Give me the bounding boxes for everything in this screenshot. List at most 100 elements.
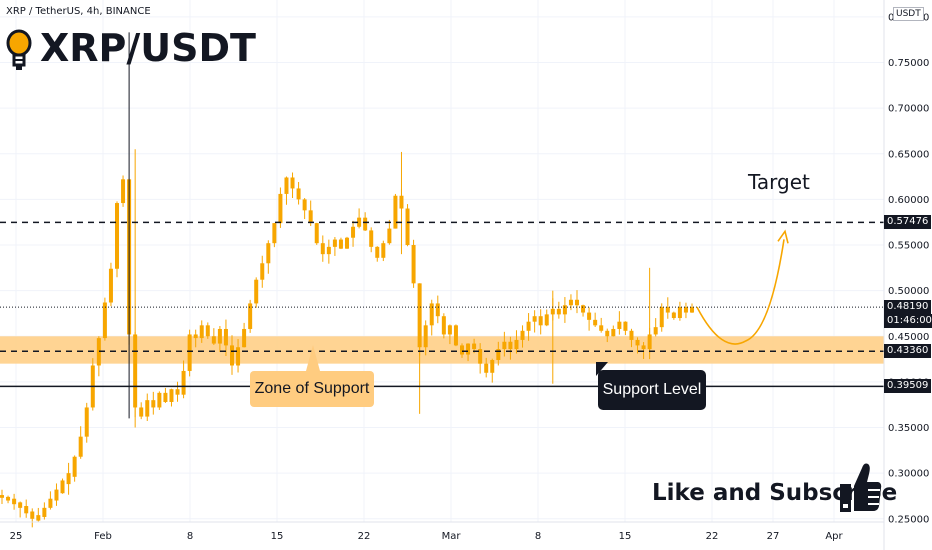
candle (254, 277, 259, 308)
candle (187, 329, 192, 377)
candle (375, 246, 380, 262)
candle (163, 387, 168, 403)
candle-body (351, 226, 356, 238)
candle-body (635, 339, 640, 346)
candle-body (193, 334, 198, 339)
candle (671, 311, 676, 320)
candle (423, 320, 428, 356)
candle-body (526, 321, 531, 331)
candle (593, 312, 598, 328)
candle (326, 239, 331, 264)
candle (611, 325, 616, 337)
candle-body (683, 307, 688, 313)
candle (42, 502, 47, 520)
candle-body (514, 339, 519, 350)
candle-body (211, 336, 216, 344)
candle-body (96, 338, 101, 366)
candle (102, 297, 107, 341)
candle (345, 236, 349, 249)
instrument-header: XRP / TetherUS, 4h, BINANCE (6, 6, 151, 17)
candle-body (338, 239, 343, 249)
price-tag: 0.57476 (884, 215, 932, 230)
candle-body (0, 495, 4, 498)
candle-body (36, 515, 41, 521)
candle (302, 198, 307, 220)
candle (575, 290, 579, 314)
y-tick-label: 0.55000 (888, 241, 929, 252)
candle-body (466, 343, 471, 355)
candle (24, 499, 29, 518)
candle-body (175, 389, 180, 395)
candle (284, 176, 289, 205)
price-tag: 0.39509 (884, 379, 932, 394)
candle (60, 478, 65, 494)
candle-body (690, 307, 694, 313)
candle-body (393, 195, 398, 229)
candle (502, 331, 507, 357)
candle (199, 320, 204, 343)
candle-body (532, 316, 537, 322)
candle-body (435, 303, 440, 317)
candle-body (54, 489, 59, 501)
candle-body (587, 312, 592, 320)
candle-body (320, 243, 325, 255)
candle (484, 357, 489, 378)
x-tick-label: 25 (10, 531, 23, 542)
price-tag: 0.43360 (884, 344, 932, 359)
candle-body (677, 307, 682, 319)
candle (617, 311, 622, 335)
y-tick-label: 0.65000 (888, 149, 929, 160)
candle (496, 341, 501, 366)
price-tag: 0.48190 (884, 300, 932, 315)
candle-body (641, 345, 646, 350)
candle-body (278, 193, 283, 224)
candle (217, 326, 222, 352)
candle-body (48, 498, 53, 508)
candle-body (272, 223, 277, 244)
support-zone-band (0, 336, 884, 364)
candle-body (496, 349, 501, 361)
candle (54, 483, 59, 506)
candle (278, 187, 283, 228)
candle-body (357, 217, 362, 227)
candle (581, 304, 586, 317)
candle-body (217, 328, 222, 344)
candle-body (629, 330, 634, 340)
candle (538, 309, 543, 335)
candle (108, 262, 113, 307)
candle (18, 501, 23, 518)
candle (387, 219, 392, 245)
candle-body (381, 243, 386, 258)
candle (296, 182, 301, 205)
candle (6, 495, 11, 504)
candle (363, 212, 368, 231)
candle (623, 321, 628, 336)
y-tick-label: 0.25000 (888, 514, 929, 525)
candle (435, 295, 440, 324)
candle (665, 297, 670, 319)
candle-body (163, 392, 168, 402)
candle (587, 307, 592, 331)
x-tick-label: 8 (535, 531, 541, 542)
candle (169, 388, 174, 407)
candle (0, 489, 4, 504)
zone-label-pointer (306, 345, 320, 371)
candle (223, 319, 228, 357)
y-tick-label: 0.30000 (888, 469, 929, 480)
candle (90, 358, 95, 411)
candle-body (581, 305, 586, 313)
candle (478, 343, 483, 374)
candle (175, 381, 180, 402)
candle-body (508, 341, 513, 350)
candle (248, 299, 253, 333)
x-tick-label: Apr (825, 531, 843, 542)
candle-body (60, 480, 65, 494)
candle (466, 343, 471, 362)
candle-body (199, 325, 204, 339)
candle-body (441, 316, 446, 335)
candle-body (617, 321, 622, 329)
candle-body (575, 299, 579, 306)
candle (605, 328, 610, 343)
x-tick-label: 15 (619, 531, 632, 542)
